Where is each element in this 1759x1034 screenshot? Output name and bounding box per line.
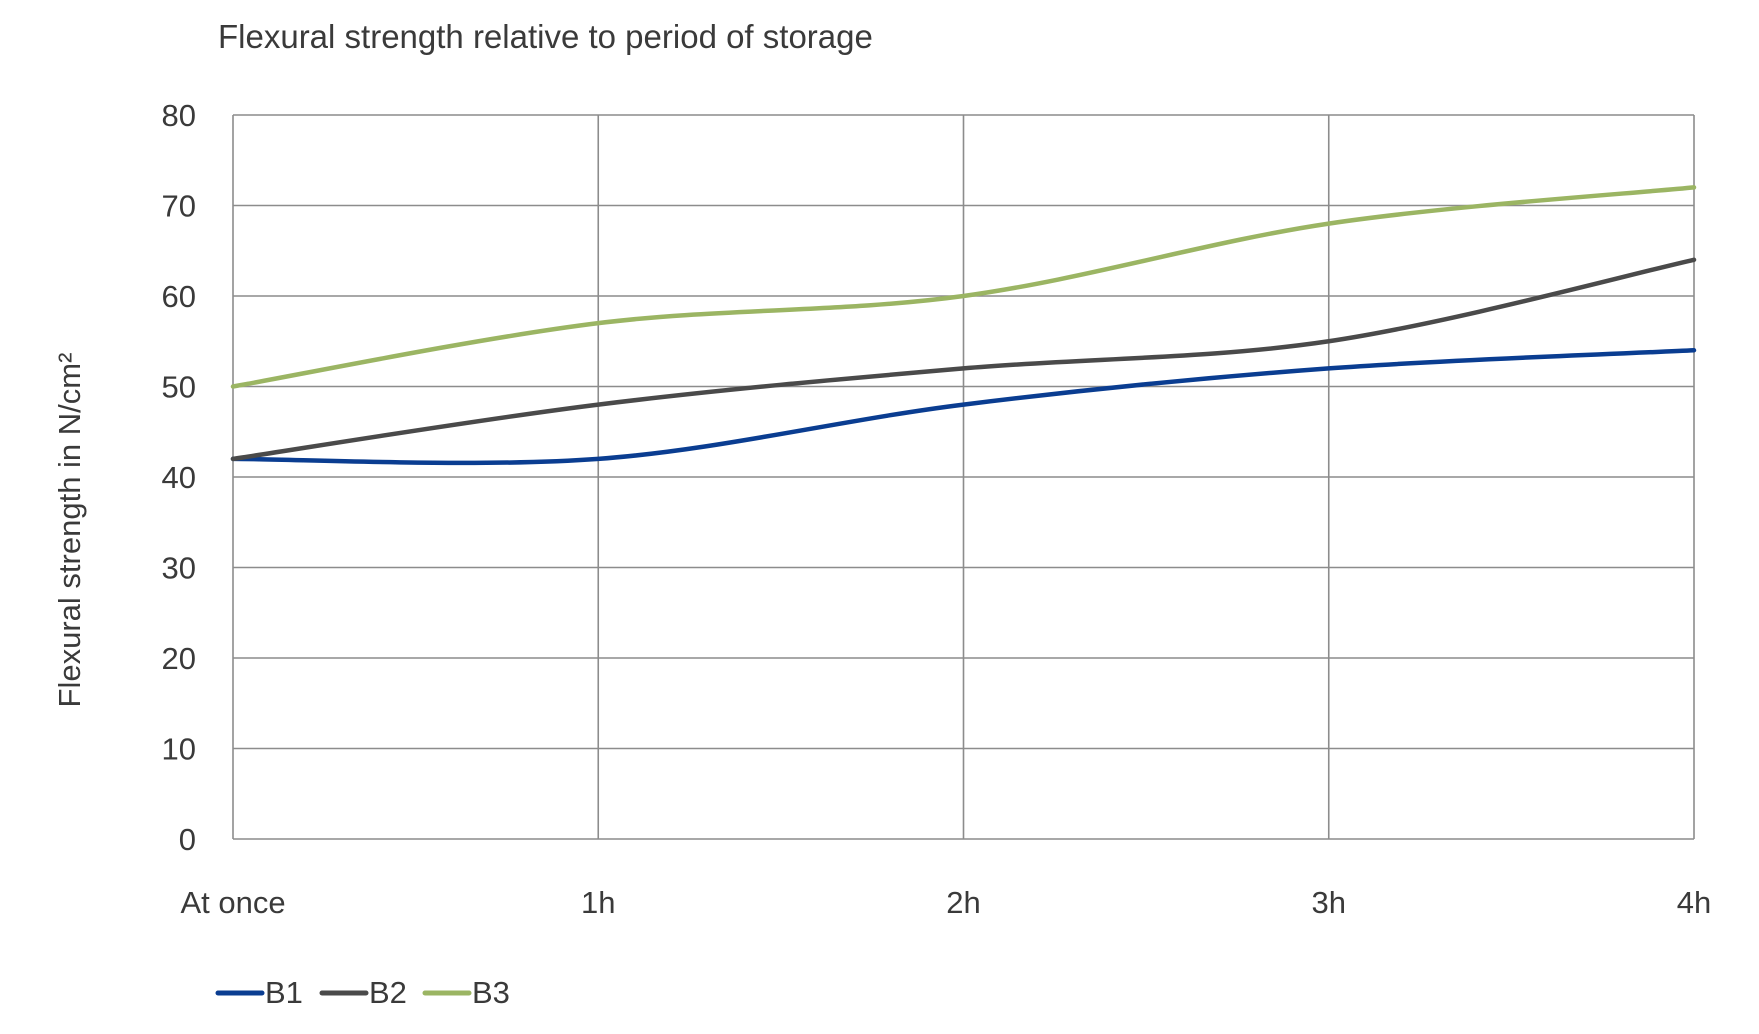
- legend-label-b1: B1: [265, 975, 303, 1010]
- y-tick-label: 80: [162, 98, 196, 133]
- y-tick-label: 50: [162, 370, 196, 405]
- x-tick-label: 1h: [581, 885, 615, 920]
- y-tick-label: 60: [162, 279, 196, 314]
- y-tick-label: 20: [162, 641, 196, 676]
- y-tick-label: 30: [162, 551, 196, 586]
- x-tick-label: At once: [180, 885, 285, 920]
- chart-title: Flexural strength relative to period of …: [218, 18, 873, 55]
- y-tick-labels: 0 10 20 30 40 50 60 70 80: [162, 98, 196, 857]
- y-tick-label: 0: [179, 822, 196, 857]
- x-tick-label: 2h: [946, 885, 980, 920]
- legend-label-b2: B2: [369, 975, 407, 1010]
- x-tick-label: 4h: [1677, 885, 1711, 920]
- y-tick-label: 10: [162, 732, 196, 767]
- y-tick-label: 70: [162, 189, 196, 224]
- legend: B1 B2 B3: [215, 975, 510, 1010]
- y-tick-label: 40: [162, 460, 196, 495]
- x-tick-label: 3h: [1312, 885, 1346, 920]
- series-line-b3: [230, 185, 1697, 389]
- series-lines: [230, 185, 1697, 466]
- series-line-b1: [230, 348, 1697, 466]
- x-tick-labels: At once 1h 2h 3h 4h: [180, 885, 1711, 920]
- legend-label-b3: B3: [472, 975, 510, 1010]
- grid-lines: [232, 114, 1695, 840]
- series-line-b2: [230, 257, 1697, 462]
